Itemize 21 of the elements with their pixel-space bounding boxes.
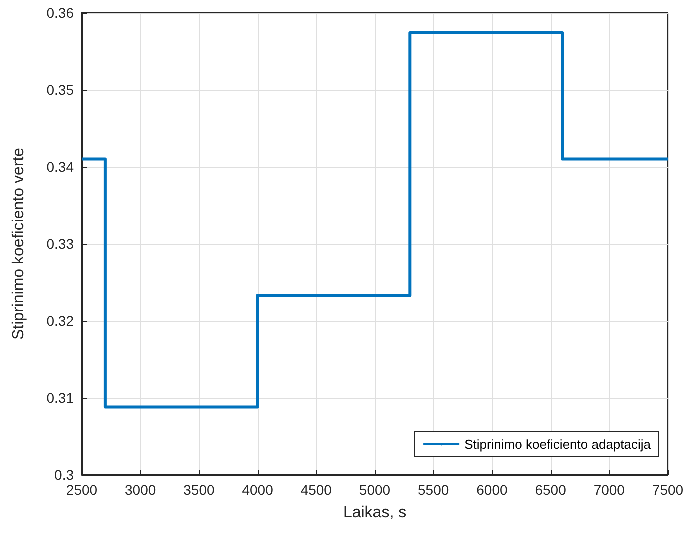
x-axis-title: Laikas, s [343,504,407,522]
x-tick-label: 4000 [242,482,274,498]
x-tick-label: 6000 [476,482,508,498]
y-tick-label: 0.32 [46,313,74,329]
x-tick-label: 5000 [359,482,391,498]
x-tick-label: 7000 [594,482,626,498]
x-tick-label: 5500 [418,482,450,498]
x-tick-label: 3500 [184,482,215,498]
x-tick-label: 4500 [300,482,332,498]
y-axis-title: Stiprinimo koeficiento verte [10,148,28,340]
y-tick-label: 0.33 [46,236,74,252]
legend-label: Stiprinimo koeficiento adaptacija [464,437,652,452]
y-tick-label: 0.35 [46,82,74,98]
y-tick-label: 0.34 [46,159,74,175]
x-tick-label: 2500 [66,482,98,498]
x-tick-label: 7500 [652,482,684,498]
y-tick-label: 0.3 [54,467,74,483]
x-tick-label: 3000 [125,482,156,498]
y-tick-label: 0.36 [46,5,74,21]
y-tick-label: 0.31 [46,390,74,406]
x-tick-label: 6500 [535,482,567,498]
